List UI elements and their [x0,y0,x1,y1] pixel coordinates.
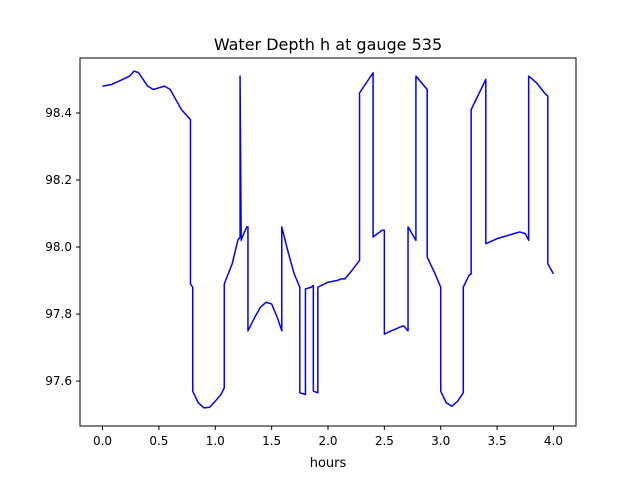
y-tick-label: 98.4 [45,106,72,120]
x-tick-label: 0.5 [149,434,168,448]
y-tick-label: 98.0 [45,240,72,254]
plot-area [102,70,555,409]
x-axis: 0.0 0.5 1.0 1.5 2.0 2.5 3.0 3.5 4.0 [93,426,563,448]
y-tick-label: 97.8 [45,307,72,321]
x-tick-label: 2.5 [375,434,394,448]
chart-title: Water Depth h at gauge 535 [214,35,442,54]
x-tick-label: 1.5 [262,434,281,448]
x-tick-label: 1.0 [206,434,225,448]
x-tick-label: 0.0 [93,434,112,448]
y-tick-label: 97.6 [45,374,72,388]
x-tick-label: 3.0 [431,434,450,448]
series-line-0 [102,70,555,409]
x-tick-label: 4.0 [544,434,563,448]
y-axis: 97.6 97.8 98.0 98.2 98.4 [45,106,80,388]
y-tick-label: 98.2 [45,173,72,187]
x-tick-label: 2.0 [318,434,337,448]
x-axis-label: hours [310,456,347,471]
x-tick-label: 3.5 [488,434,507,448]
